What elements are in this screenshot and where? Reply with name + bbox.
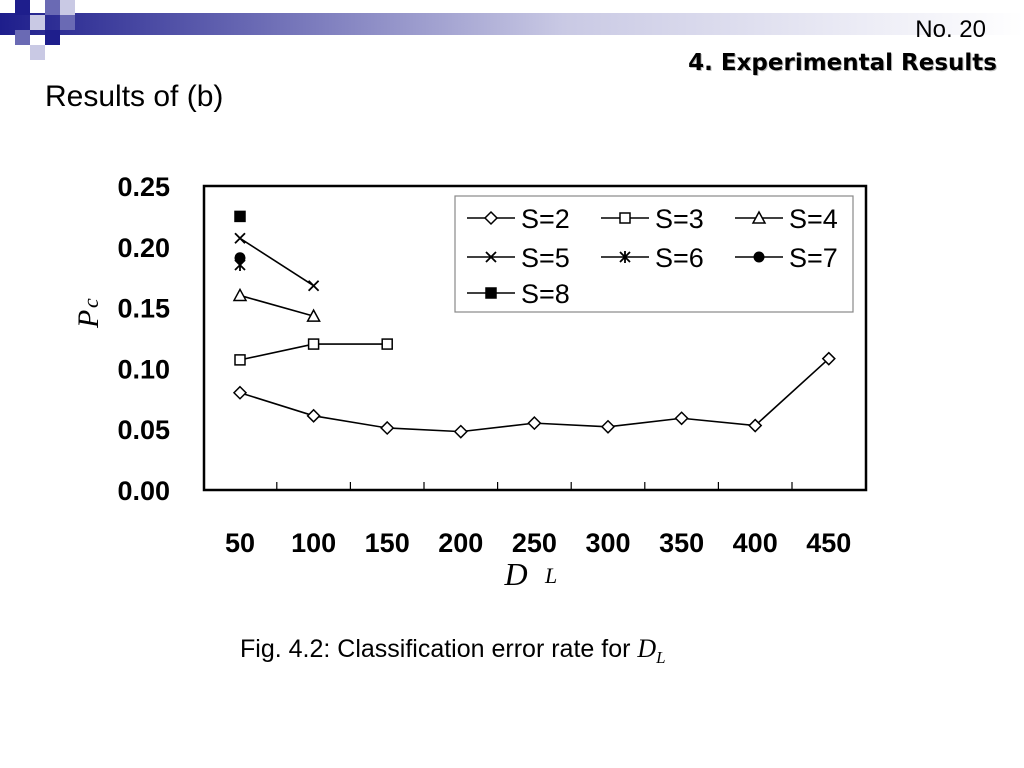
legend-marker-s-2 — [483, 210, 499, 226]
header-gradient-band — [0, 13, 1024, 35]
decoration-square — [15, 30, 30, 45]
y-axis-label-subscript: c — [78, 298, 103, 308]
decoration-square — [30, 15, 45, 30]
y-tick-label: 0.20 — [117, 233, 170, 263]
data-point-s-2 — [748, 418, 763, 433]
section-title: 4. Experimental Results — [688, 50, 997, 76]
legend-marker-s-6 — [619, 251, 631, 263]
figure-caption: Fig. 4.2: Classification error rate for … — [240, 634, 666, 668]
slide-number: No. 20 — [915, 16, 986, 43]
caption-text: Fig. 4.2: Classification error rate for — [240, 635, 638, 663]
data-point-s-3 — [381, 338, 393, 350]
legend-box — [454, 195, 854, 313]
error-rate-chart: 0.25 0.20 0.15 0.10 0.05 0.00 50 100 150 200 250 30… — [72, 172, 868, 592]
x-tick-label: 450 — [806, 528, 851, 558]
y-tick-label: 0.10 — [117, 354, 170, 384]
legend-marker-s-5 — [485, 251, 497, 263]
series-line-s-5 — [239, 237, 315, 287]
x-tick-label: 100 — [291, 528, 336, 558]
data-point-s-5 — [307, 280, 320, 292]
x-tick-label: 350 — [659, 528, 704, 558]
y-axis-label: P — [72, 310, 105, 329]
data-point-s-2 — [232, 385, 248, 400]
legend-label-s-3: S=3 — [655, 204, 704, 234]
decoration-square — [15, 0, 30, 15]
x-tick-label: 400 — [733, 528, 778, 558]
legend-label-s-4: S=4 — [789, 204, 838, 234]
data-point-s-4 — [306, 308, 321, 322]
data-point-s-8 — [234, 210, 246, 223]
data-point-s-2 — [306, 408, 321, 423]
data-point-s-2 — [674, 411, 689, 426]
legend-marker-s-7 — [753, 251, 765, 263]
y-tick-label: 0.05 — [117, 415, 170, 445]
data-point-s-2 — [453, 424, 468, 439]
decoration-square — [60, 0, 75, 15]
decoration-square — [60, 15, 75, 30]
x-tick-label: 250 — [512, 528, 557, 558]
data-point-s-2 — [600, 419, 616, 434]
legend-label-s-2: S=2 — [521, 204, 570, 234]
legend-label-s-5: S=5 — [521, 243, 570, 273]
decoration-square — [30, 45, 45, 60]
x-tick-label: 50 — [225, 528, 255, 558]
slide-title: Results of (b) — [45, 80, 224, 113]
x-axis-label: D — [503, 556, 527, 592]
data-point-s-5 — [234, 232, 246, 244]
data-point-s-3 — [234, 354, 246, 366]
data-point-s-2 — [527, 416, 542, 431]
caption-variable: DL — [637, 634, 666, 668]
legend-marker-s-4 — [751, 210, 767, 224]
data-point-s-2 — [380, 420, 395, 436]
x-tick-label: 150 — [365, 528, 410, 558]
y-tick-label: 0.00 — [117, 476, 170, 506]
data-point-s-4 — [232, 287, 248, 302]
series-line-s-4 — [239, 294, 314, 317]
x-axis-label-subscript: L — [544, 563, 557, 588]
legend-marker-s-3 — [619, 212, 631, 224]
legend-marker-s-8 — [485, 287, 497, 299]
plot-frame — [202, 184, 868, 492]
legend-label-s-7: S=7 — [789, 243, 838, 273]
y-tick-label: 0.25 — [117, 172, 170, 202]
data-point-s-3 — [307, 338, 320, 350]
decoration-square — [45, 30, 60, 45]
decoration-square — [45, 0, 60, 15]
x-tick-label: 300 — [585, 528, 630, 558]
y-tick-label: 0.15 — [117, 294, 170, 324]
data-point-s-2 — [821, 351, 836, 366]
legend-label-s-6: S=6 — [655, 243, 704, 273]
data-point-s-7 — [234, 252, 246, 264]
legend-label-s-8: S=8 — [521, 279, 570, 309]
x-tick-label: 200 — [438, 528, 483, 558]
